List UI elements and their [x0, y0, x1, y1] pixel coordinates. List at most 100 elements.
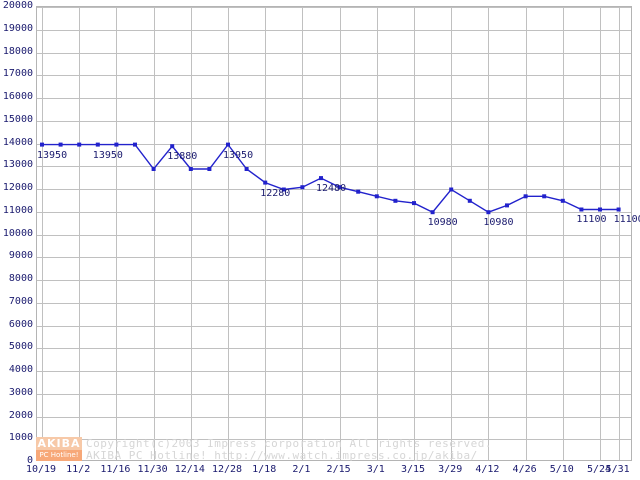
- data-point-value-label: 11100: [576, 214, 607, 226]
- gridline-horizontal: [37, 417, 631, 418]
- series-point-marker: [560, 198, 565, 203]
- gridline-vertical: [154, 7, 155, 460]
- x-axis-tick-label: 11/2: [66, 464, 91, 475]
- gridline-vertical: [228, 7, 229, 460]
- gridline-vertical: [563, 7, 564, 460]
- x-axis-tick-label: 4/12: [475, 464, 500, 475]
- y-axis-tick-label: 8000: [8, 273, 33, 284]
- series-point-marker: [523, 194, 528, 199]
- series-point-marker: [207, 167, 212, 171]
- y-axis-tick-label: 11000: [2, 204, 33, 216]
- gridline-vertical: [377, 7, 378, 460]
- series-point-marker: [337, 185, 342, 190]
- series-point-marker: [114, 142, 119, 147]
- series-point-marker: [170, 144, 175, 149]
- x-axis-tick-label: 10/19: [25, 464, 57, 475]
- x-axis-tick-label: 5/10: [549, 464, 574, 475]
- series-point-marker: [449, 187, 454, 192]
- y-axis-tick-label: 3000: [8, 386, 33, 398]
- y-axis-tick-label: 14000: [2, 136, 33, 148]
- series-point-marker: [579, 207, 584, 212]
- gridline-vertical: [340, 7, 341, 460]
- data-point-value-label: 13950: [92, 149, 123, 161]
- x-axis-tick-label: 3/15: [400, 464, 426, 475]
- gridline-horizontal: [37, 394, 631, 395]
- x-axis-tick-label: 4/26: [512, 464, 537, 475]
- series-point-marker: [374, 194, 379, 199]
- series-polyline: [42, 143, 619, 214]
- data-point-value-label: 10980: [427, 217, 458, 229]
- gridline-horizontal: [37, 257, 631, 258]
- gridline-horizontal: [37, 121, 631, 122]
- x-axis-tick-label: 5/24: [586, 464, 612, 475]
- gridline-horizontal: [37, 371, 631, 372]
- x-axis-tick-label: 1/18: [252, 464, 277, 475]
- x-axis-tick-label: 12/28: [211, 464, 243, 475]
- gridline-vertical: [488, 7, 489, 460]
- gridline-horizontal: [37, 212, 631, 213]
- x-axis-tick-label: 11/16: [100, 464, 131, 475]
- y-axis-tick-label: 9000: [8, 250, 33, 262]
- y-axis-tick-label: 10000: [2, 227, 33, 239]
- series-point-marker: [281, 187, 286, 192]
- data-point-value-label: 13950: [37, 149, 68, 161]
- y-axis-tick-label: 20000: [2, 0, 33, 11]
- gridline-vertical: [191, 7, 192, 460]
- data-point-value-label: 12280: [260, 187, 291, 199]
- gridline-vertical: [79, 7, 80, 460]
- gridline-horizontal: [37, 7, 631, 8]
- plot-area: [36, 6, 632, 461]
- y-axis-tick-label: 12000: [2, 182, 33, 193]
- gridline-horizontal: [37, 53, 631, 54]
- gridline-horizontal: [37, 189, 631, 190]
- gridline-vertical: [116, 7, 117, 460]
- y-axis-tick-label: 13000: [2, 159, 33, 171]
- y-axis-tick-label: 2000: [8, 409, 33, 421]
- series-point-marker: [263, 180, 268, 185]
- y-axis-tick-label: 4000: [8, 364, 33, 375]
- series-point-marker: [300, 185, 305, 190]
- gridline-horizontal: [37, 280, 631, 281]
- gridline-horizontal: [37, 326, 631, 327]
- y-axis-tick-label: 15000: [2, 113, 33, 125]
- data-point-value-label: 13950: [223, 149, 254, 161]
- series-point-marker: [58, 142, 63, 147]
- series-point-marker: [133, 142, 137, 147]
- y-axis-tick-label: 6000: [8, 318, 33, 330]
- gridline-vertical: [600, 7, 601, 460]
- y-axis-tick-label: 5000: [8, 341, 33, 353]
- series-point-marker: [412, 201, 416, 206]
- gridline-horizontal: [37, 303, 631, 304]
- data-point-value-label: 11100: [613, 214, 640, 226]
- gridline-vertical: [302, 7, 303, 460]
- x-axis-tick-label: 11/30: [137, 464, 168, 475]
- series-point-marker: [542, 194, 547, 199]
- gridline-vertical: [265, 7, 266, 460]
- data-point-value-label: 10980: [483, 217, 514, 229]
- gridline-vertical: [526, 7, 527, 460]
- series-point-marker: [430, 210, 435, 215]
- gridline-horizontal: [37, 235, 631, 236]
- x-axis-tick-label: 12/14: [174, 464, 205, 475]
- x-axis-tick-label: 2/1: [292, 464, 311, 475]
- series-point-marker: [226, 142, 230, 147]
- price-line-series: [40, 142, 621, 215]
- series-point-marker: [356, 189, 361, 194]
- y-axis-tick-label: 1000: [8, 432, 33, 444]
- data-point-value-label: 13880: [167, 151, 198, 163]
- series-point-marker: [40, 142, 44, 147]
- series-point-marker: [95, 142, 100, 147]
- gridline-vertical: [42, 7, 43, 460]
- series-point-marker: [393, 198, 398, 203]
- gridline-horizontal: [37, 348, 631, 349]
- series-point-marker: [319, 176, 323, 181]
- x-axis-tick-label: 3/29: [438, 464, 463, 475]
- gridline-horizontal: [37, 144, 631, 145]
- y-axis-tick-label: 17000: [2, 68, 33, 80]
- x-axis-tick-label: 2/15: [326, 464, 351, 475]
- gridline-horizontal: [37, 30, 631, 31]
- series-point-marker: [616, 207, 621, 212]
- gridline-horizontal: [37, 98, 631, 99]
- gridline-horizontal: [37, 166, 631, 167]
